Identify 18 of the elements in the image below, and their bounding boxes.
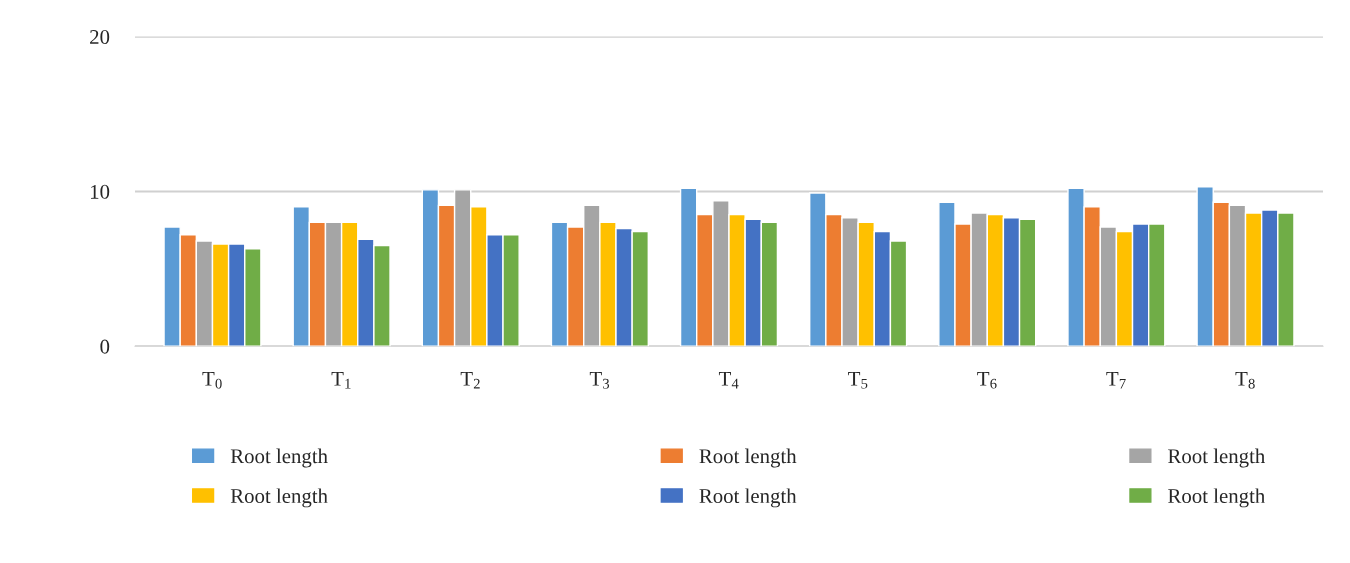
x-tick-label: T$_{4}$ [718,371,739,389]
x-tick-label: T$_{7}$ [1106,371,1126,389]
legend-label: Root length [699,488,797,508]
y-tick-label: 10 [91,184,110,199]
x-tick-label: T$_{1}$ [331,371,351,389]
legend-label: Root length [699,448,797,468]
legend-label: Root length [230,448,328,468]
y-tick-label: 20 [90,29,110,45]
x-tick-label: T$_{6}$ [977,371,997,389]
legend-label: Root length [1168,488,1266,508]
x-tick-label: T$_{5}$ [848,371,868,389]
x-tick-label: T$_{8}$ [1235,371,1255,389]
legend-label: Root length [230,488,328,508]
legend-label: Root length [1168,448,1266,468]
y-tick-label: 0 [100,339,110,354]
x-tick-label: T$_{2}$ [460,371,480,389]
x-tick-label: T$_{0}$ [202,371,222,389]
x-tick-label: T$_{3}$ [589,371,610,389]
